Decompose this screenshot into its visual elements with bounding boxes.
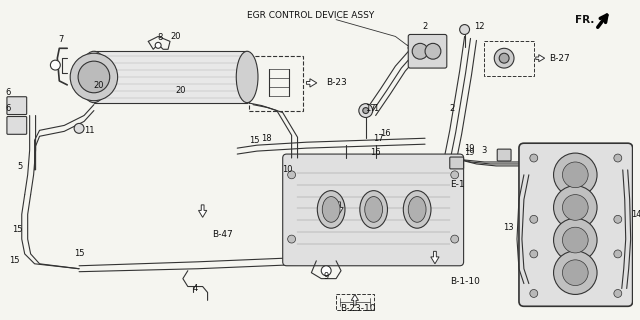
Circle shape xyxy=(614,215,622,223)
Text: 17: 17 xyxy=(372,134,383,143)
Circle shape xyxy=(563,195,588,220)
Polygon shape xyxy=(307,79,317,87)
Circle shape xyxy=(554,186,597,229)
Circle shape xyxy=(554,251,597,294)
Circle shape xyxy=(78,61,109,93)
Circle shape xyxy=(155,42,161,48)
FancyBboxPatch shape xyxy=(450,157,463,169)
Circle shape xyxy=(451,171,459,179)
Text: 4: 4 xyxy=(193,284,198,293)
Text: 2: 2 xyxy=(422,22,428,31)
Circle shape xyxy=(451,235,459,243)
Ellipse shape xyxy=(365,196,383,222)
Polygon shape xyxy=(431,251,439,264)
Text: 7: 7 xyxy=(59,35,64,44)
Text: 12: 12 xyxy=(474,22,485,31)
Text: 20: 20 xyxy=(175,86,186,95)
Text: B-23-10: B-23-10 xyxy=(340,304,376,313)
Ellipse shape xyxy=(403,191,431,228)
Circle shape xyxy=(74,124,84,133)
Circle shape xyxy=(499,53,509,63)
Circle shape xyxy=(530,250,538,258)
Text: FR.: FR. xyxy=(575,15,595,25)
Circle shape xyxy=(614,290,622,297)
Circle shape xyxy=(287,235,296,243)
Circle shape xyxy=(614,250,622,258)
Text: 15: 15 xyxy=(13,225,23,234)
Circle shape xyxy=(530,290,538,297)
Circle shape xyxy=(494,48,514,68)
Ellipse shape xyxy=(408,196,426,222)
Text: 16: 16 xyxy=(371,148,381,156)
FancyBboxPatch shape xyxy=(497,149,511,161)
Circle shape xyxy=(425,43,441,59)
Text: E-1: E-1 xyxy=(450,180,465,189)
Text: 3: 3 xyxy=(482,146,487,155)
Text: 6: 6 xyxy=(5,88,10,97)
Text: 5: 5 xyxy=(17,163,22,172)
Circle shape xyxy=(70,53,118,101)
Circle shape xyxy=(321,266,331,276)
Ellipse shape xyxy=(360,191,387,228)
Circle shape xyxy=(412,43,428,59)
Polygon shape xyxy=(536,55,545,62)
Circle shape xyxy=(51,60,60,70)
Text: 10: 10 xyxy=(282,165,292,174)
Text: 19: 19 xyxy=(464,144,475,153)
Text: B-23: B-23 xyxy=(326,78,347,87)
Text: 20: 20 xyxy=(93,81,104,90)
Circle shape xyxy=(460,25,470,35)
Polygon shape xyxy=(198,205,207,217)
Text: 19: 19 xyxy=(464,148,475,156)
Ellipse shape xyxy=(317,191,345,228)
Text: EGR CONTROL DEVICE ASSY: EGR CONTROL DEVICE ASSY xyxy=(247,11,374,20)
FancyBboxPatch shape xyxy=(519,143,632,306)
Text: B-47: B-47 xyxy=(212,230,233,239)
Circle shape xyxy=(563,260,588,285)
Bar xyxy=(249,56,303,111)
Text: 8: 8 xyxy=(157,33,163,42)
Circle shape xyxy=(530,154,538,162)
Text: 18: 18 xyxy=(262,134,272,143)
FancyBboxPatch shape xyxy=(7,97,27,115)
Text: 14: 14 xyxy=(630,210,640,219)
Text: 16: 16 xyxy=(380,129,391,138)
Text: 6: 6 xyxy=(5,104,10,113)
Polygon shape xyxy=(335,202,343,214)
Circle shape xyxy=(563,227,588,253)
Circle shape xyxy=(563,162,588,188)
Circle shape xyxy=(363,108,369,114)
Bar xyxy=(336,294,374,310)
Circle shape xyxy=(554,218,597,262)
Text: 9: 9 xyxy=(324,272,329,281)
Bar xyxy=(484,41,534,76)
Circle shape xyxy=(287,171,296,179)
Ellipse shape xyxy=(236,51,258,103)
Text: 15: 15 xyxy=(74,249,84,259)
Circle shape xyxy=(554,153,597,196)
Text: 15: 15 xyxy=(249,136,259,145)
Text: 15: 15 xyxy=(10,256,20,265)
Text: 1: 1 xyxy=(372,104,378,113)
Text: 13: 13 xyxy=(504,223,514,232)
Polygon shape xyxy=(351,294,358,305)
Text: 20: 20 xyxy=(171,32,181,41)
Circle shape xyxy=(530,215,538,223)
Ellipse shape xyxy=(80,51,108,103)
Text: 11: 11 xyxy=(84,126,94,135)
Circle shape xyxy=(359,104,372,117)
Text: 17: 17 xyxy=(365,104,376,113)
Bar xyxy=(94,51,247,103)
FancyBboxPatch shape xyxy=(283,154,463,266)
Text: B-1-10: B-1-10 xyxy=(450,277,479,286)
Text: B-27: B-27 xyxy=(550,54,570,63)
Circle shape xyxy=(614,154,622,162)
Ellipse shape xyxy=(323,196,340,222)
FancyBboxPatch shape xyxy=(408,35,447,68)
FancyBboxPatch shape xyxy=(7,116,27,134)
Text: 2: 2 xyxy=(450,104,455,113)
